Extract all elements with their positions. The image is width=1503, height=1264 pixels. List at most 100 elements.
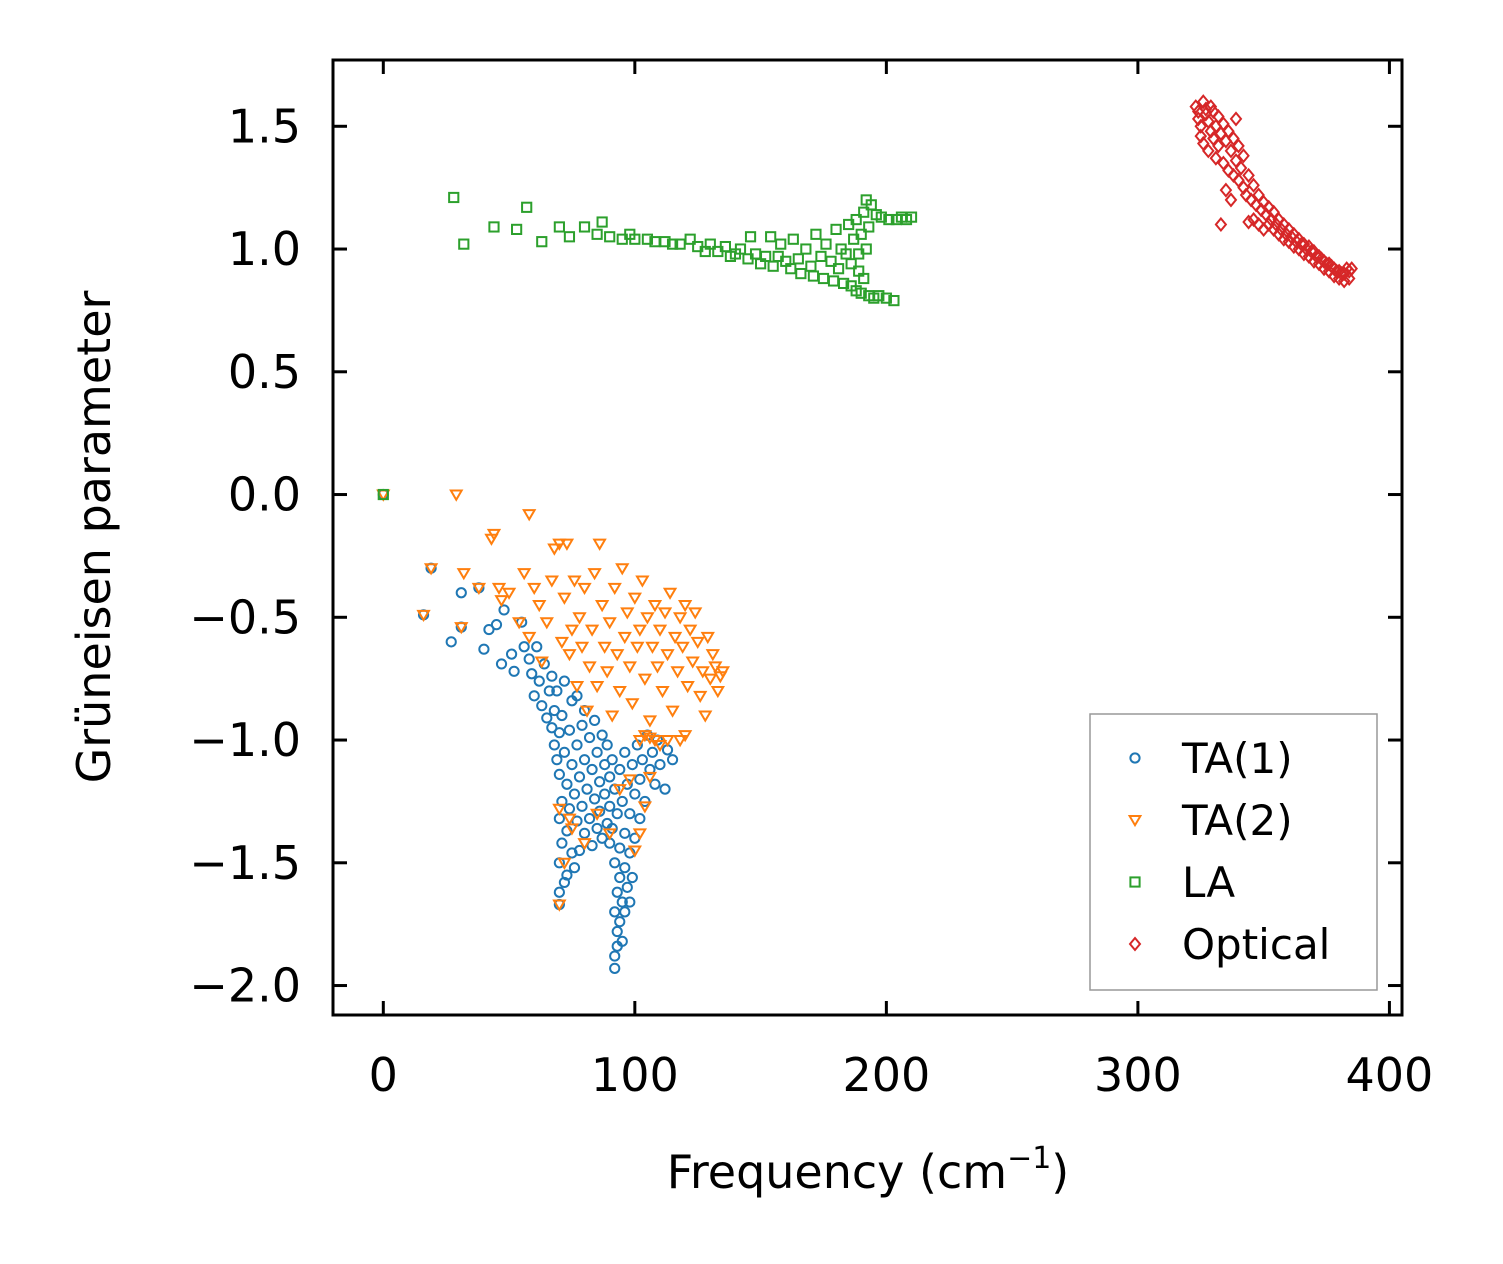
- point-ta-2: [655, 685, 670, 699]
- point-ta-2: [579, 705, 595, 718]
- point-ta-1: [596, 729, 608, 741]
- point-ta-1: [659, 783, 671, 795]
- point-ta-1: [543, 685, 555, 697]
- point-ta-1: [654, 758, 666, 771]
- point-la: [880, 292, 892, 304]
- point-ta-2: [677, 730, 693, 743]
- point-la: [521, 201, 533, 213]
- point-ta-1: [573, 771, 586, 783]
- point-ta-1: [533, 675, 545, 687]
- point-ta-2: [670, 666, 685, 679]
- point-ta-2: [471, 582, 487, 596]
- point-ta-1: [626, 871, 638, 884]
- point-optical: [1237, 180, 1250, 196]
- point-ta-2: [522, 631, 537, 645]
- point-ta-2: [454, 622, 469, 635]
- point-ta-2: [688, 607, 703, 620]
- point-ta-1: [619, 827, 631, 839]
- point-la: [704, 238, 716, 250]
- point-ta-2: [569, 681, 585, 694]
- point-ta-2: [705, 649, 720, 662]
- point-la: [838, 277, 850, 290]
- legend-label-optical: Optical: [1182, 920, 1330, 969]
- point-ta-1: [548, 704, 560, 717]
- point-ta-2: [572, 612, 587, 625]
- point-la: [850, 213, 862, 226]
- point-ta-1: [606, 754, 618, 766]
- point-ta-1: [609, 857, 621, 869]
- legend-marker-ta-1: [1129, 752, 1141, 764]
- point-ta-1: [616, 795, 628, 808]
- point-ta-1: [614, 842, 626, 854]
- point-ta-1: [649, 778, 661, 790]
- legend-frame: [1089, 713, 1378, 991]
- y-tick-label: 1.5: [228, 99, 301, 153]
- point-la: [604, 231, 616, 243]
- point-ta-1: [591, 746, 603, 758]
- point-ta-2: [534, 656, 549, 669]
- y-tick-label: 0.5: [228, 345, 301, 399]
- point-ta-2: [564, 823, 580, 836]
- point-ta-2: [532, 600, 547, 613]
- plot-frame: [331, 58, 1404, 1017]
- point-la: [825, 255, 837, 267]
- point-ta-1: [531, 641, 543, 653]
- point-ta-1: [616, 896, 628, 908]
- point-ta-1: [495, 658, 508, 670]
- point-la: [860, 243, 872, 255]
- point-ta-1: [609, 950, 621, 962]
- y-tick-label: 0.0: [228, 468, 301, 522]
- point-ta-2: [600, 666, 615, 679]
- point-ta-1: [556, 709, 568, 722]
- point-ta-2: [672, 735, 688, 748]
- point-ta-2: [577, 582, 592, 596]
- point-ta-2: [539, 617, 554, 630]
- point-la: [760, 250, 772, 263]
- legend: TA(1) TA(2) LA Optical: [1089, 713, 1378, 991]
- point-ta-1: [604, 800, 616, 812]
- point-ta-2: [574, 641, 590, 654]
- x-axis-label-close: ): [1051, 1145, 1069, 1199]
- point-ta-1: [566, 758, 578, 771]
- point-ta-2: [612, 685, 627, 699]
- point-ta-2: [562, 813, 577, 826]
- point-ta-2: [642, 732, 658, 745]
- point-ta-1: [619, 746, 631, 758]
- point-ta-2: [577, 838, 592, 851]
- series-ta-2: [376, 489, 731, 912]
- point-ta-2: [602, 828, 617, 841]
- point-ta-2: [632, 828, 648, 841]
- point-ta-2: [627, 592, 642, 605]
- point-ta-2: [587, 568, 602, 581]
- point-ta-1: [601, 739, 613, 751]
- point-ta-2: [637, 730, 653, 743]
- point-la: [863, 221, 875, 233]
- point-ta-2: [486, 528, 502, 541]
- point-optical: [1232, 138, 1245, 154]
- point-ta-2: [557, 857, 572, 870]
- series-ta-1: [377, 488, 679, 974]
- point-ta-1: [634, 812, 646, 825]
- point-ta-2: [662, 587, 678, 600]
- point-optical: [1219, 182, 1233, 198]
- x-tick-label: 100: [591, 1048, 679, 1102]
- point-ta-2: [650, 661, 665, 674]
- point-ta-2: [605, 710, 620, 723]
- point-ta-2: [647, 600, 663, 613]
- point-ta-2: [715, 666, 731, 679]
- point-ta-1: [563, 724, 576, 736]
- point-ta-1: [611, 808, 623, 820]
- data-points-layer: [376, 94, 1358, 974]
- point-ta-1: [568, 788, 581, 800]
- point-ta-2: [559, 538, 575, 551]
- point-ta-1: [616, 935, 628, 947]
- point-ta-2: [607, 582, 622, 596]
- point-ta-2: [660, 735, 675, 748]
- y-axis-label: Grüneisen parameter: [67, 290, 121, 783]
- point-ta-2: [552, 899, 567, 912]
- point-ta-2: [620, 607, 635, 620]
- point-ta-1: [546, 670, 558, 682]
- point-ta-1: [586, 763, 598, 776]
- point-optical: [1189, 99, 1203, 115]
- point-ta-1: [586, 840, 598, 852]
